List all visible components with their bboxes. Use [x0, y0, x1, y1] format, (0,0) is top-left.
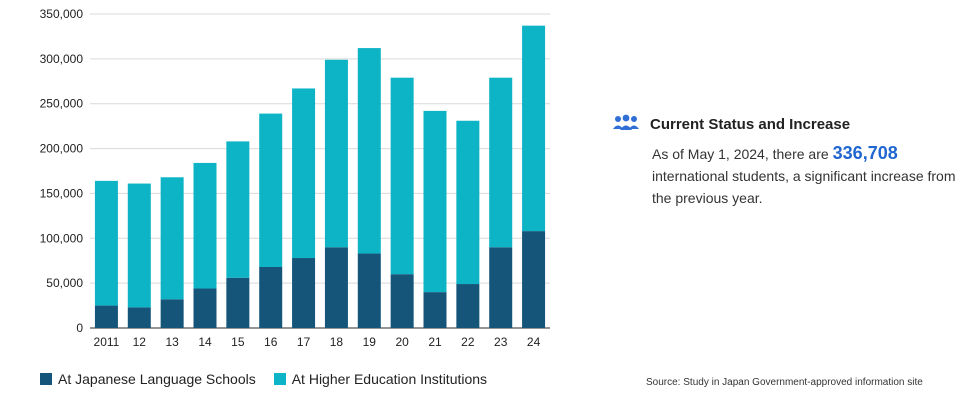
- info-panel: Current Status and Increase As of May 1,…: [612, 114, 969, 209]
- x-tick-label: 23: [494, 335, 508, 349]
- gridlines: [90, 13, 550, 329]
- x-tick-label: 12: [133, 335, 147, 349]
- x-tick-label: 15: [231, 335, 245, 349]
- info-text: As of May 1, 2024, there are 336,708 inte…: [652, 142, 969, 209]
- legend-item-higher-education: At Higher Education Institutions: [273, 371, 488, 387]
- x-tick-label: 16: [264, 335, 278, 349]
- bar-higher-education: [94, 180, 118, 306]
- y-tick-label: 200,000: [40, 142, 84, 156]
- source-note: Source: Study in Japan Government-approv…: [646, 377, 923, 388]
- bar-language-schools: [292, 258, 316, 328]
- bar-higher-education: [226, 141, 250, 278]
- y-tick-label: 300,000: [40, 52, 84, 66]
- y-tick-label: 100,000: [40, 231, 84, 245]
- legend-label-language-schools: At Japanese Language Schools: [58, 371, 256, 387]
- legend-item-language-schools: At Japanese Language Schools: [40, 371, 256, 387]
- bar-language-schools: [160, 299, 184, 328]
- bar-higher-education: [390, 77, 414, 275]
- x-tick-label: 20: [395, 335, 409, 349]
- bar-language-schools: [357, 253, 381, 328]
- legend-swatch-language-schools: [40, 373, 52, 385]
- y-tick-label: 50,000: [46, 276, 83, 290]
- bar-higher-education: [193, 162, 217, 289]
- y-axis-ticks: 0 50,000 100,000 150,000 200,000 250,000 300,0…: [40, 7, 84, 335]
- bars-group: [94, 25, 546, 328]
- bar-language-schools: [456, 284, 480, 328]
- bar-higher-education: [127, 183, 151, 308]
- bar-language-schools: [94, 305, 118, 328]
- x-tick-label: 14: [198, 335, 212, 349]
- info-text-after: international students, a significant in…: [652, 168, 956, 206]
- x-tick-label: 19: [363, 335, 377, 349]
- bar-language-schools: [127, 307, 151, 328]
- bar-language-schools: [324, 247, 348, 328]
- legend-label-higher-education: At Higher Education Institutions: [291, 371, 488, 387]
- student-count: 336,708: [832, 143, 898, 163]
- bar-language-schools: [226, 277, 250, 328]
- x-tick-label: 18: [330, 335, 344, 349]
- people-group-icon: [613, 114, 639, 130]
- y-tick-label: 0: [76, 321, 83, 335]
- chart-legend: At Japanese Language Schools At Higher E…: [40, 371, 487, 387]
- bar-language-schools: [423, 292, 447, 328]
- x-tick-label: 13: [165, 335, 179, 349]
- y-tick-label: 350,000: [40, 7, 84, 21]
- stacked-bar-chart: 0 50,000 100,000 150,000 200,000 250,000 300,0…: [40, 7, 550, 349]
- x-axis-ticks: 2011 12 13 14 15 16 17 18 19 20 21 22 23 24: [94, 335, 541, 349]
- bar-higher-education: [292, 88, 316, 259]
- bar-higher-education: [522, 25, 546, 232]
- legend-swatch-higher-education: [273, 373, 286, 385]
- x-tick-label: 2011: [94, 335, 120, 349]
- bar-higher-education: [423, 110, 447, 293]
- x-tick-label: 22: [461, 335, 475, 349]
- x-tick-label: 17: [297, 335, 311, 349]
- bar-higher-education: [259, 113, 283, 267]
- x-tick-label: 24: [527, 335, 541, 349]
- bar-language-schools: [193, 288, 217, 328]
- info-title: Current Status and Increase: [650, 115, 851, 133]
- bar-higher-education: [489, 77, 513, 248]
- bar-higher-education: [357, 48, 381, 254]
- bar-language-schools: [259, 266, 283, 328]
- y-tick-label: 250,000: [40, 97, 84, 111]
- bar-higher-education: [456, 120, 480, 285]
- bar-higher-education: [324, 59, 348, 248]
- bar-language-schools: [522, 231, 546, 328]
- bar-language-schools: [390, 274, 414, 328]
- info-text-before: As of May 1, 2024, there are: [652, 146, 829, 162]
- y-tick-label: 150,000: [40, 186, 84, 200]
- info-header: Current Status and Increase: [612, 114, 969, 134]
- bar-language-schools: [489, 247, 513, 328]
- bar-higher-education: [160, 177, 184, 300]
- x-tick-label: 21: [428, 335, 442, 349]
